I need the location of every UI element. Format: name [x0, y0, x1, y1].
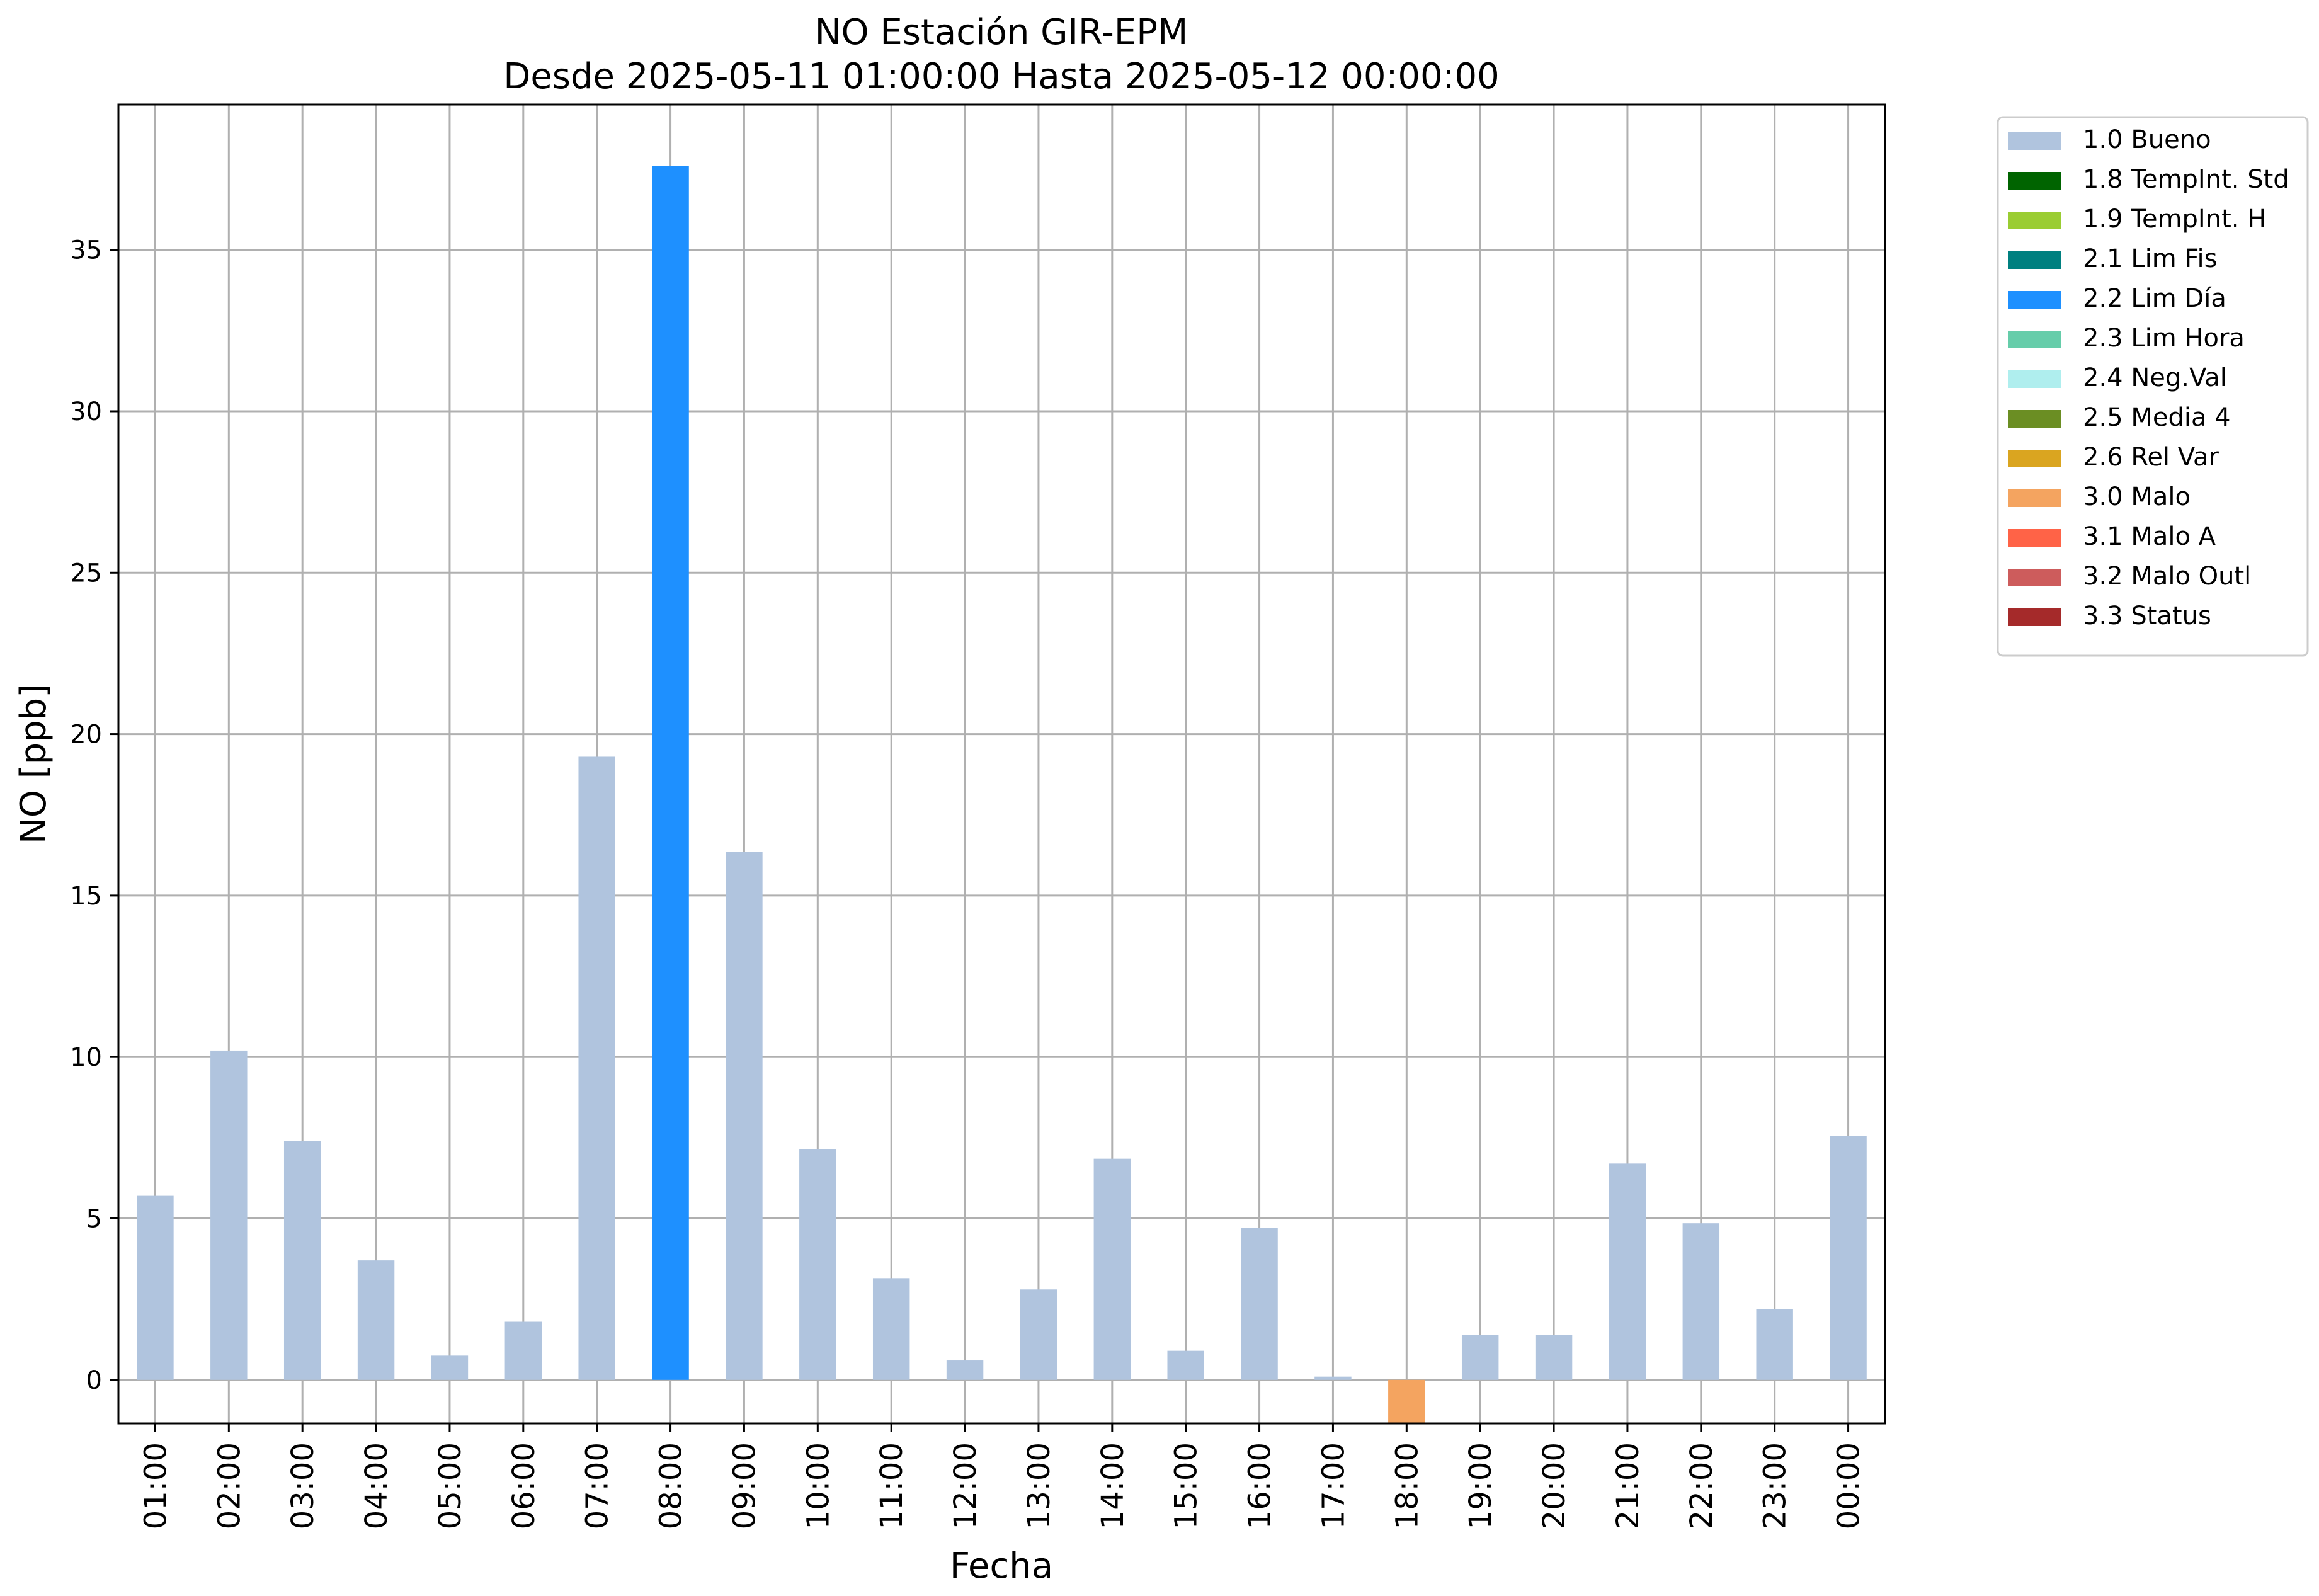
bar-1800	[1388, 1379, 1425, 1423]
y-tick-label: 0	[86, 1366, 102, 1395]
y-axis-label: NO [ppb]	[13, 684, 54, 844]
x-axis-label: Fecha	[950, 1546, 1053, 1587]
x-tick-label: 00:00	[1832, 1442, 1867, 1529]
legend-swatch	[2008, 212, 2061, 229]
x-tick-label: 18:00	[1389, 1442, 1425, 1529]
x-tick-label: 17:00	[1316, 1442, 1351, 1529]
bar-1000	[799, 1149, 836, 1380]
legend-label: 3.2 Malo Outl	[2083, 562, 2251, 591]
bar-1500	[1167, 1350, 1204, 1380]
bar-1600	[1241, 1228, 1278, 1380]
x-tick-label: 12:00	[948, 1442, 983, 1529]
x-tick-label: 03:00	[285, 1442, 321, 1529]
legend-swatch	[2008, 331, 2061, 348]
y-tick-label: 30	[70, 397, 102, 426]
x-tick-label: 06:00	[506, 1442, 542, 1529]
x-tick-label: 22:00	[1684, 1442, 1719, 1529]
legend-swatch	[2008, 132, 2061, 150]
bar-2100	[1609, 1163, 1646, 1380]
x-tick-label: 23:00	[1758, 1442, 1793, 1529]
bar-1900	[1461, 1335, 1499, 1380]
y-tick-label: 20	[70, 721, 102, 750]
legend: 1.0 Bueno 1.8 TempInt. Std 1.9 TempInt. H 2…	[1997, 116, 2309, 657]
legend-swatch	[2008, 291, 2061, 309]
x-tick-label: 04:00	[359, 1442, 394, 1529]
legend-label: 1.8 TempInt. Std	[2083, 165, 2289, 194]
bar-0300	[283, 1141, 321, 1380]
bar-1200	[946, 1360, 984, 1380]
bar-1100	[872, 1278, 910, 1380]
legend-swatch	[2008, 489, 2061, 507]
legend-label: 1.9 TempInt. H	[2083, 205, 2266, 234]
x-tick-label: 01:00	[138, 1442, 173, 1529]
legend-label: 2.2 Lim Día	[2083, 284, 2226, 313]
legend-label: 3.0 Malo	[2083, 482, 2191, 511]
legend-swatch	[2008, 410, 2061, 428]
bar-0700	[578, 756, 615, 1380]
x-tick-label: 19:00	[1463, 1442, 1498, 1529]
y-tick-label: 5	[86, 1204, 102, 1233]
legend-swatch	[2008, 450, 2061, 467]
x-tick-label: 21:00	[1610, 1442, 1646, 1529]
x-tick-label: 11:00	[874, 1442, 909, 1529]
bar-2300	[1756, 1309, 1793, 1380]
x-tick-label: 05:00	[433, 1442, 468, 1529]
x-tick-label: 09:00	[727, 1442, 762, 1529]
bar-1400	[1093, 1158, 1131, 1380]
x-tick-label: 16:00	[1243, 1442, 1278, 1529]
chart-subtitle: Desde 2025-05-11 01:00:00 Hasta 2025-05-…	[503, 56, 1500, 97]
bar-2000	[1535, 1335, 1573, 1380]
bar-0100	[137, 1195, 174, 1380]
y-tick-label: 25	[70, 559, 102, 588]
y-tick-label: 35	[70, 236, 102, 265]
legend-label: 2.3 Lim Hora	[2083, 324, 2245, 353]
legend-label: 3.3 Status	[2083, 601, 2211, 630]
bar-0200	[210, 1050, 248, 1380]
legend-swatch	[2008, 251, 2061, 269]
chart-title: NO Estación GIR-EPM	[815, 12, 1188, 53]
x-tick-label: 07:00	[580, 1442, 615, 1529]
x-tick-label: 14:00	[1095, 1442, 1131, 1529]
ticks-layer: 0 5 10 15 20 25 30 35 01:00 02:00 03:00 04:00 05:00 0…	[70, 236, 1866, 1530]
legend-swatch	[2008, 172, 2061, 190]
bar-0900	[726, 852, 763, 1380]
plot-frame	[117, 103, 1886, 1425]
bar-1300	[1020, 1289, 1057, 1380]
legend-swatch	[2008, 370, 2061, 388]
x-tick-label: 02:00	[212, 1442, 247, 1529]
legend-label: 2.4 Neg.Val	[2083, 363, 2227, 392]
bar-0400	[357, 1260, 395, 1380]
legend-label: 1.0 Bueno	[2083, 125, 2211, 154]
bar-2200	[1682, 1223, 1720, 1380]
x-tick-label: 08:00	[654, 1442, 689, 1529]
x-tick-label: 10:00	[801, 1442, 836, 1529]
bar-0600	[504, 1321, 542, 1380]
x-tick-label: 20:00	[1537, 1442, 1572, 1529]
legend-label: 3.1 Malo A	[2083, 522, 2216, 551]
legend-frame	[1997, 116, 2309, 657]
legend-swatch	[2008, 608, 2061, 626]
legend-label: 2.6 Rel Var	[2083, 443, 2219, 472]
y-tick-label: 15	[70, 882, 102, 911]
x-tick-label: 15:00	[1169, 1442, 1204, 1529]
bar-0500	[431, 1355, 469, 1380]
bars-layer	[137, 166, 1867, 1423]
bar-1700	[1314, 1376, 1352, 1380]
y-tick-label: 10	[70, 1043, 102, 1072]
legend-swatch	[2008, 529, 2061, 547]
legend-label: 2.1 Lim Fis	[2083, 244, 2217, 273]
bar-0000	[1830, 1136, 1867, 1380]
x-tick-label: 13:00	[1022, 1442, 1057, 1529]
legend-label: 2.5 Media 4	[2083, 403, 2231, 432]
legend-swatch	[2008, 569, 2061, 586]
bar-0800	[652, 166, 689, 1380]
